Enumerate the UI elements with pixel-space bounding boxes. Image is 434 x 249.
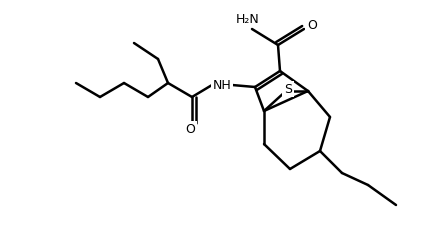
Text: O: O <box>185 123 195 135</box>
Text: O: O <box>307 18 317 32</box>
Text: NH: NH <box>213 78 231 91</box>
Text: H₂N: H₂N <box>236 12 260 25</box>
Text: S: S <box>284 82 292 96</box>
